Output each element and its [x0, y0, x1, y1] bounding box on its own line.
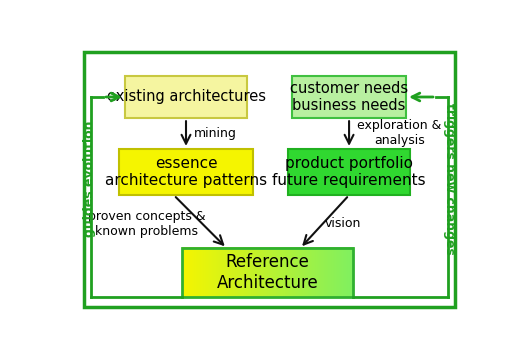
- Text: triggers new changes: triggers new changes: [443, 103, 456, 255]
- Bar: [119, 149, 253, 195]
- Text: existing architectures: existing architectures: [106, 90, 266, 104]
- Text: proven concepts &
known problems: proven concepts & known problems: [88, 210, 206, 238]
- Text: Reference
Architecture: Reference Architecture: [217, 253, 318, 292]
- Bar: [125, 76, 247, 118]
- Text: essence
architecture patterns: essence architecture patterns: [105, 156, 267, 188]
- Text: mining: mining: [194, 127, 237, 140]
- Text: guides evolution: guides evolution: [83, 120, 96, 237]
- Text: product portfolio
future requirements: product portfolio future requirements: [272, 156, 426, 188]
- Bar: [288, 149, 410, 195]
- Text: vision: vision: [325, 217, 361, 230]
- Text: exploration &
analysis: exploration & analysis: [357, 119, 442, 147]
- Bar: [292, 76, 406, 118]
- Text: customer needs
business needs: customer needs business needs: [290, 81, 408, 113]
- Bar: [182, 248, 353, 297]
